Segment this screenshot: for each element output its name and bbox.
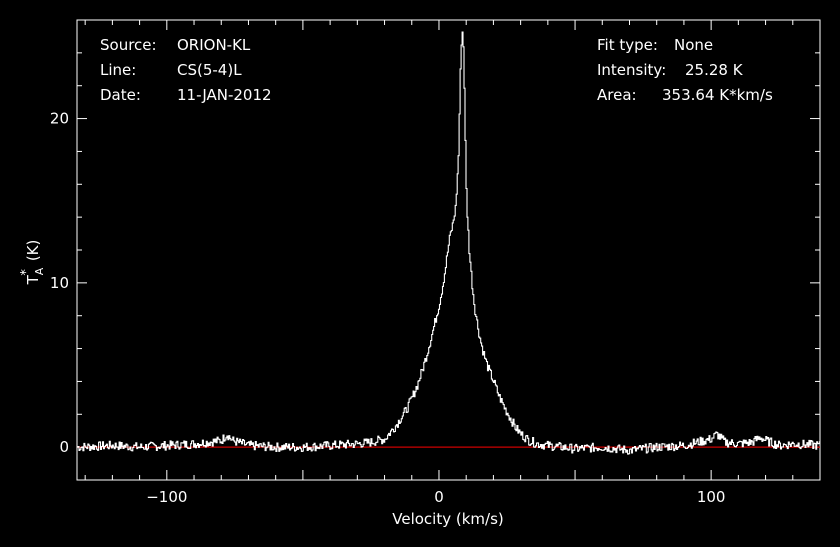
- y-axis-label-main: T: [24, 274, 42, 285]
- date-value: 11-JAN-2012: [177, 86, 272, 104]
- spectrum-series-line: [77, 31, 821, 455]
- x-axis-label: Velocity (km/s): [392, 510, 503, 528]
- intensity-value: 25.28 K: [685, 61, 744, 79]
- svg-text:TA*(K): TA* (K): [19, 240, 46, 286]
- y-tick-label: 20: [50, 110, 69, 128]
- area-label: Area:: [597, 86, 637, 104]
- area-value: 353.64 K*km/s: [662, 86, 773, 104]
- fit-type-label: Fit type:: [597, 36, 658, 54]
- y-axis-label-unit: (K): [24, 240, 42, 262]
- y-axis-label-sup: *: [19, 269, 34, 276]
- y-tick-label: 10: [50, 274, 69, 292]
- source-value: ORION-KL: [177, 36, 251, 54]
- x-tick-label: 100: [697, 488, 726, 506]
- intensity-label: Intensity:: [597, 61, 666, 79]
- source-label: Source:: [100, 36, 157, 54]
- x-tick-label: −100: [146, 488, 187, 506]
- line-label: Line:: [100, 61, 136, 79]
- x-tick-label: 0: [434, 488, 444, 506]
- fit-type-value: None: [674, 36, 713, 54]
- y-axis-label-sub: A: [33, 267, 46, 275]
- y-axis-label: TA* (K): [19, 240, 46, 286]
- y-tick-label: 0: [59, 438, 69, 456]
- line-value: CS(5-4)L: [177, 61, 242, 79]
- date-label: Date:: [100, 86, 141, 104]
